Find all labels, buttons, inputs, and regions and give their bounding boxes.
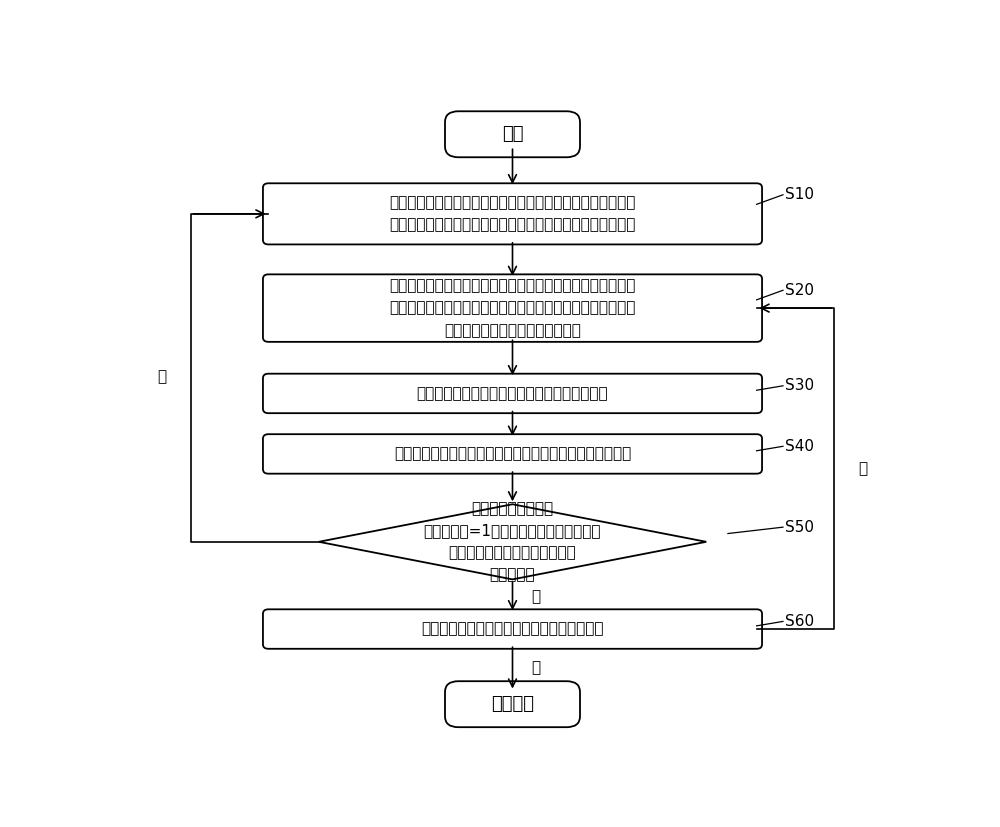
Text: S30: S30 <box>785 378 814 394</box>
Text: 否: 否 <box>158 369 167 384</box>
Text: 判断所有主流是否都已作为起算基准完成计算: 判断所有主流是否都已作为起算基准完成计算 <box>421 622 604 637</box>
Text: 是: 是 <box>531 661 540 676</box>
FancyBboxPatch shape <box>445 112 580 157</box>
Text: 选取一条主流为起算基准，识别所述主流一阶邻近支流并在所
述主流与所述一阶邻近支流连接结点处调整一阶邻近支流流向: 选取一条主流为起算基准，识别所述主流一阶邻近支流并在所 述主流与所述一阶邻近支流… <box>389 195 636 232</box>
Text: S10: S10 <box>785 187 814 203</box>
Text: 将所述支流流向传导至所述一阶邻近支流的另一侧结点，并将
所述支流流向作为所述另一侧结点的全局流向，依据全局方法
计算关联所述结点的各个河段流向: 将所述支流流向传导至所述一阶邻近支流的另一侧结点，并将 所述支流流向作为所述另一… <box>389 279 636 337</box>
Text: S50: S50 <box>785 519 814 535</box>
Text: 依据局部方法计算关联所述结点的各个河段流向: 依据局部方法计算关联所述结点的各个河段流向 <box>417 386 608 401</box>
FancyBboxPatch shape <box>445 681 580 727</box>
Text: S20: S20 <box>785 283 814 298</box>
Polygon shape <box>319 504 706 580</box>
FancyBboxPatch shape <box>263 184 762 245</box>
Text: S60: S60 <box>785 614 814 629</box>
FancyBboxPatch shape <box>263 609 762 649</box>
Text: 输出结果: 输出结果 <box>491 696 534 713</box>
Text: S40: S40 <box>785 439 814 454</box>
Text: 是: 是 <box>531 589 540 604</box>
FancyBboxPatch shape <box>263 434 762 474</box>
FancyBboxPatch shape <box>263 275 762 342</box>
Text: 将所述全局流向推理结果与所述局部流向推理结果进行匹配: 将所述全局流向推理结果与所述局部流向推理结果进行匹配 <box>394 447 631 461</box>
Text: 否: 否 <box>858 461 867 476</box>
FancyBboxPatch shape <box>263 374 762 414</box>
Text: 开始: 开始 <box>502 125 523 143</box>
Text: 判断流向匹配结果，
若匹配结果=1，则依据河段间邻近关系，
继续进行流向推理，直至不存在
可推理河段: 判断流向匹配结果， 若匹配结果=1，则依据河段间邻近关系， 继续进行流向推理，直… <box>424 501 601 582</box>
